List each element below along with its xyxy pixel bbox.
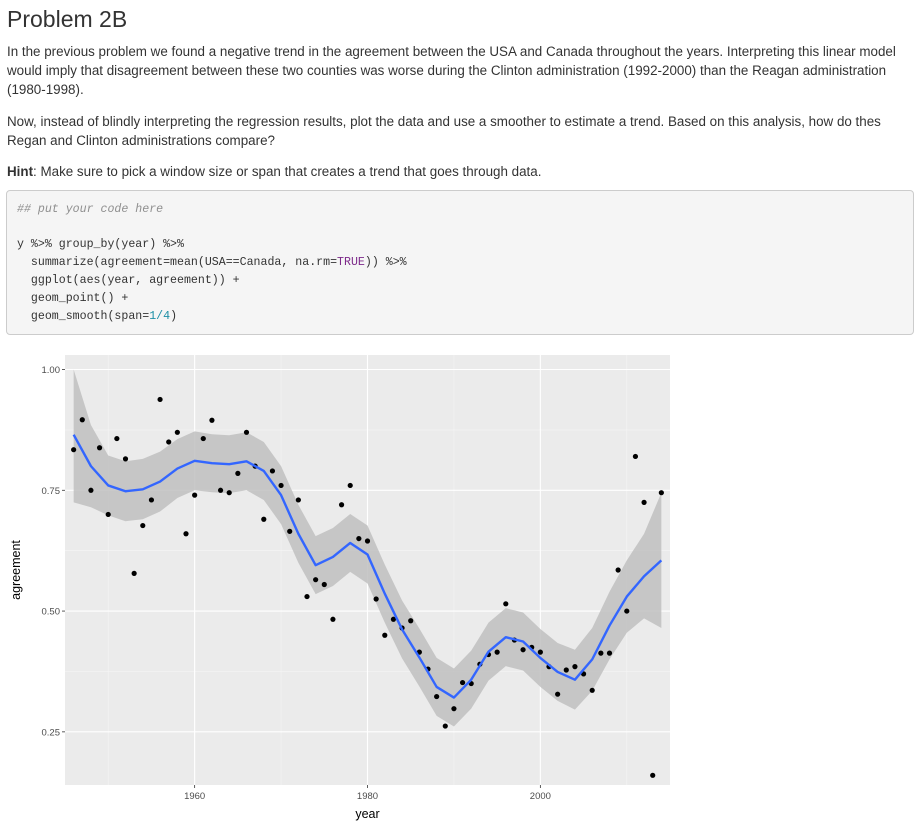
data-point (140, 522, 146, 529)
intro-paragraph: In the previous problem we found a negat… (7, 44, 896, 97)
y-tick-label: 0.25 (42, 727, 61, 738)
axes: 1960 1980 2000 0.25 0.50 0.75 1.00 year agreemen… (9, 365, 551, 821)
data-point (209, 417, 215, 423)
data-point (321, 581, 327, 588)
data-point (71, 447, 77, 453)
smooth-line (72, 434, 663, 699)
code-block[interactable]: ## put your code here y %>% group_by(yea… (6, 190, 914, 335)
code-line-2: summarize(agreement=mean(USA==Canada, na… (17, 256, 407, 269)
data-point (606, 650, 613, 656)
data-point (174, 429, 180, 435)
data-point (114, 435, 120, 442)
code-line-3: ggplot(aes(year, agreement)) + (17, 274, 240, 287)
data-point (408, 618, 414, 624)
y-tick-label: 1.00 (42, 365, 61, 376)
grid-lines (65, 355, 670, 785)
data-point (235, 470, 241, 476)
data-point (598, 650, 604, 656)
code-line-5-end: ) (170, 310, 178, 323)
data-point (373, 596, 379, 602)
data-point (105, 511, 111, 518)
y-axis-title: agreement (9, 540, 23, 600)
data-point (122, 456, 129, 462)
data-point (434, 693, 440, 700)
data-point (96, 445, 103, 451)
data-point (166, 439, 172, 445)
confidence-band-layer (73, 369, 662, 727)
data-point (295, 497, 301, 503)
data-point (520, 647, 526, 653)
y-tick-label: 0.50 (42, 607, 61, 618)
x-tick-label: 2000 (530, 791, 551, 802)
data-point (451, 706, 457, 712)
code-line-4: geom_point() + (17, 292, 129, 305)
page-title: Problem 2B (7, 6, 128, 32)
data-point (658, 490, 664, 496)
data-point (200, 435, 206, 442)
hint-paragraph: Hint: Make sure to pick a window size or… (7, 162, 912, 181)
data-point (261, 516, 267, 522)
data-point (148, 497, 155, 503)
data-point (192, 492, 198, 498)
data-point (563, 667, 569, 673)
data-point (330, 616, 336, 622)
x-tick-label: 1960 (184, 791, 205, 802)
hint-label: Hint (7, 164, 34, 179)
data-point (442, 723, 448, 729)
data-point (79, 417, 85, 423)
data-point (641, 499, 647, 505)
data-point (537, 649, 543, 655)
data-point (287, 528, 293, 534)
code-span-value: 1/4 (149, 310, 171, 323)
confidence-band (73, 369, 662, 727)
task-paragraph: Now, instead of blindly interpreting the… (7, 114, 881, 148)
data-point (217, 487, 224, 493)
data-point (364, 538, 371, 544)
scatter-smooth-plot: 1960 1980 2000 0.25 0.50 0.75 1.00 year agreemen… (9, 355, 670, 821)
code-line-1: y %>% group_by(year) %>% (17, 238, 184, 251)
data-point (494, 649, 500, 655)
data-point (157, 396, 163, 403)
smooth-line-layer (72, 434, 663, 699)
data-point (88, 487, 94, 493)
data-point (226, 490, 232, 496)
data-point (243, 429, 250, 435)
code-line-2-end: )) %>% (364, 256, 407, 269)
data-point (183, 531, 189, 537)
data-point (589, 687, 595, 693)
code-line-5-start: geom_smooth(span= (17, 310, 150, 323)
data-point (347, 482, 353, 489)
data-point (459, 679, 466, 686)
data-point (624, 608, 630, 614)
data-point (632, 453, 639, 460)
data-point (338, 502, 345, 508)
y-tick-label: 0.75 (42, 486, 61, 497)
data-point (269, 468, 276, 474)
code-line-5: geom_smooth(span=1/4) (17, 310, 177, 323)
data-point (650, 772, 656, 778)
data-point (382, 632, 388, 638)
x-axis-title: year (355, 807, 379, 821)
data-point (304, 593, 310, 600)
hint-text: : Make sure to pick a window size or spa… (33, 164, 542, 179)
code-line-2-start: summarize(agreement=mean(USA==Canada, na… (17, 256, 338, 269)
data-point (572, 664, 578, 670)
data-point (615, 567, 621, 573)
data-point (131, 570, 137, 576)
data-point (278, 482, 284, 489)
data-point (503, 601, 509, 607)
code-comment: ## put your code here (17, 203, 164, 216)
data-point (390, 616, 397, 622)
data-point (313, 577, 319, 583)
code-true-literal: TRUE (337, 256, 365, 269)
x-tick-label: 1980 (357, 791, 378, 802)
data-point (555, 691, 561, 697)
data-point (356, 535, 362, 542)
